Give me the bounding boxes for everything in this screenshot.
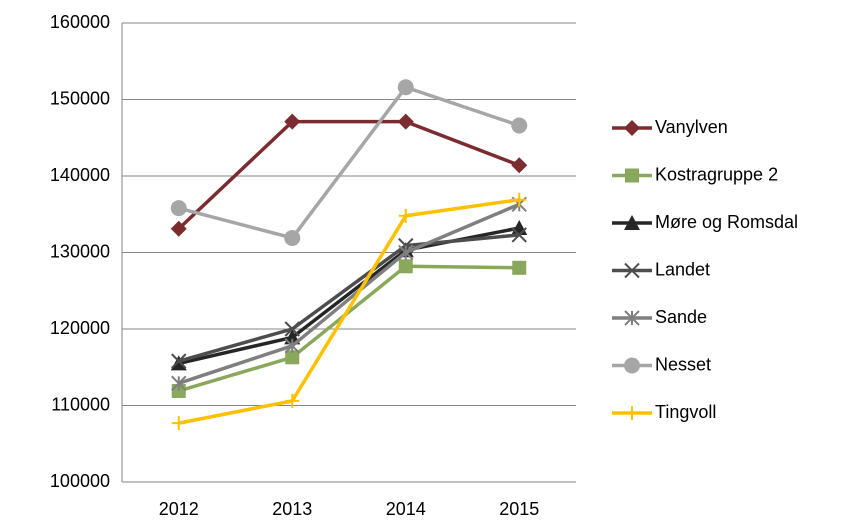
line xyxy=(178,264,520,393)
y-tick-label: 150000 xyxy=(50,88,110,108)
marker xyxy=(511,117,528,134)
marker xyxy=(171,375,187,392)
line xyxy=(178,202,520,385)
x-tick-label: 2012 xyxy=(159,499,199,519)
line xyxy=(177,119,520,231)
marker xyxy=(170,200,187,217)
marker xyxy=(284,113,301,130)
marker xyxy=(624,310,640,326)
legend-label: Møre og Romsdal xyxy=(655,212,798,232)
series xyxy=(170,79,528,246)
series xyxy=(170,113,528,237)
marker xyxy=(397,79,414,96)
legend-label: Landet xyxy=(655,259,710,279)
marker xyxy=(624,120,640,136)
marker xyxy=(171,416,186,431)
y-tick-label: 120000 xyxy=(50,318,110,338)
y-tick-label: 160000 xyxy=(50,12,110,32)
marker xyxy=(285,350,300,365)
marker xyxy=(398,208,413,223)
x-tick-label: 2014 xyxy=(386,499,426,519)
y-tick-label: 130000 xyxy=(50,241,110,261)
marker xyxy=(512,192,527,207)
marker xyxy=(285,393,300,408)
y-tick-label: 140000 xyxy=(50,165,110,185)
legend-label: Sande xyxy=(655,307,707,327)
legend-label: Nesset xyxy=(655,354,711,374)
marker xyxy=(511,227,527,243)
series xyxy=(171,192,527,431)
marker xyxy=(625,406,639,420)
marker xyxy=(398,244,414,261)
marker xyxy=(170,355,187,371)
legend-label: Kostragruppe 2 xyxy=(655,164,778,184)
marker xyxy=(284,229,301,246)
marker xyxy=(284,338,300,354)
marker xyxy=(397,113,414,130)
legend-label: Vanylven xyxy=(655,117,728,137)
y-tick-label: 110000 xyxy=(51,394,110,414)
marker xyxy=(512,260,527,275)
line xyxy=(178,197,520,425)
y-tick-label: 100000 xyxy=(50,471,110,491)
line xyxy=(178,233,520,363)
marker xyxy=(625,168,639,183)
marker xyxy=(284,321,300,337)
x-tick-label: 2013 xyxy=(272,499,312,519)
marker xyxy=(511,157,528,174)
line xyxy=(178,85,520,240)
marker xyxy=(624,215,640,230)
marker xyxy=(398,259,413,274)
marker xyxy=(624,357,640,374)
marker xyxy=(171,353,187,369)
line xyxy=(178,226,520,366)
legend-label: Tingvoll xyxy=(655,402,716,422)
marker xyxy=(170,220,187,237)
marker xyxy=(624,262,640,279)
x-tick-label: 2015 xyxy=(499,499,539,519)
